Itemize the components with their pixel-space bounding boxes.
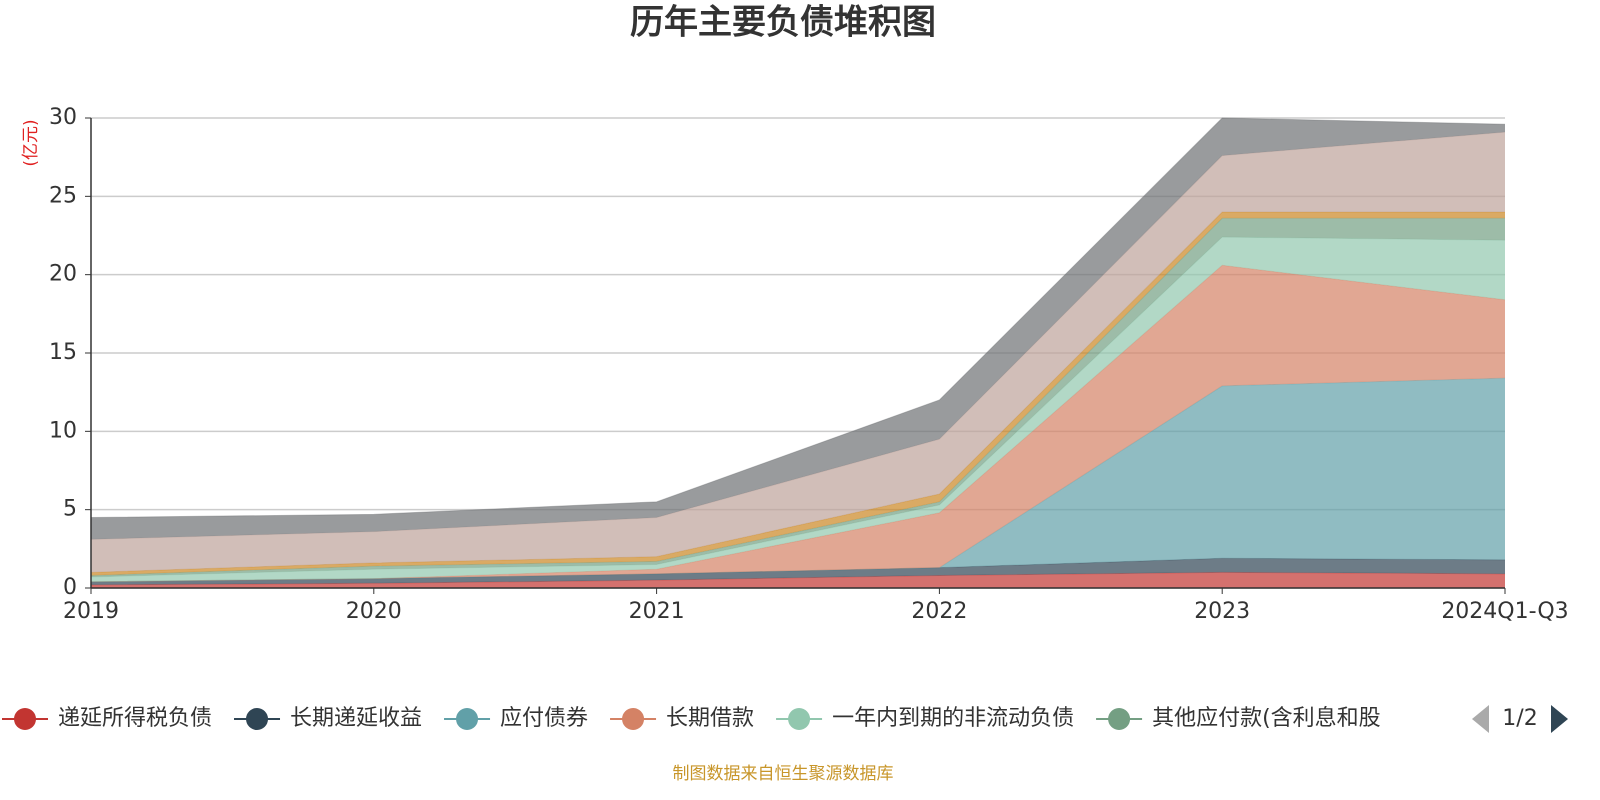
area-line [90, 117, 1506, 518]
legend-marker [622, 708, 645, 730]
legend-label: 递延所得税负债 [58, 706, 212, 731]
area [91, 378, 1505, 582]
legend-marker [456, 708, 479, 730]
y-tick-label: 30 [49, 105, 77, 130]
legend-label: 长期递延收益 [290, 706, 422, 731]
y-tick-label: 20 [49, 262, 77, 287]
y-tick-label: 0 [63, 575, 77, 600]
legend-label: 其他应付款(含利息和股 [1152, 706, 1381, 731]
x-tick-label: 2024Q1-Q3 [1441, 599, 1568, 624]
legend-marker [788, 708, 811, 730]
area [91, 558, 1505, 585]
legend-page: 1/2 [1502, 706, 1537, 731]
area [91, 572, 1505, 588]
legend-marker [246, 708, 269, 730]
plot [90, 117, 1506, 589]
source-note: 制图数据来自恒生聚源数据库 [673, 764, 894, 784]
y-tick-label: 5 [63, 497, 77, 522]
y-tick-label: 15 [49, 340, 77, 365]
x-tick-label: 2020 [346, 599, 402, 624]
legend-marker [1108, 708, 1131, 730]
legend-label: 一年内到期的非流动负债 [832, 706, 1074, 731]
x-tick-label: 2022 [911, 599, 967, 624]
area [91, 265, 1505, 582]
area [91, 118, 1505, 540]
chart-title: 历年主要负债堆积图 [630, 3, 936, 43]
legend-prev[interactable] [1472, 705, 1489, 733]
x-tick-label: 2023 [1194, 599, 1250, 624]
legend-marker [14, 708, 36, 730]
area [91, 132, 1505, 573]
legend-label: 应付债券 [500, 706, 588, 731]
legend-next[interactable] [1551, 705, 1568, 733]
y-axis-label: (亿元) [21, 119, 41, 166]
x-tick-label: 2021 [629, 599, 685, 624]
area [91, 237, 1505, 582]
y-tick-label: 10 [49, 418, 77, 443]
x-tick-label: 2019 [63, 599, 119, 624]
y-tick-label: 25 [49, 183, 77, 208]
legend-label: 长期借款 [666, 706, 754, 731]
